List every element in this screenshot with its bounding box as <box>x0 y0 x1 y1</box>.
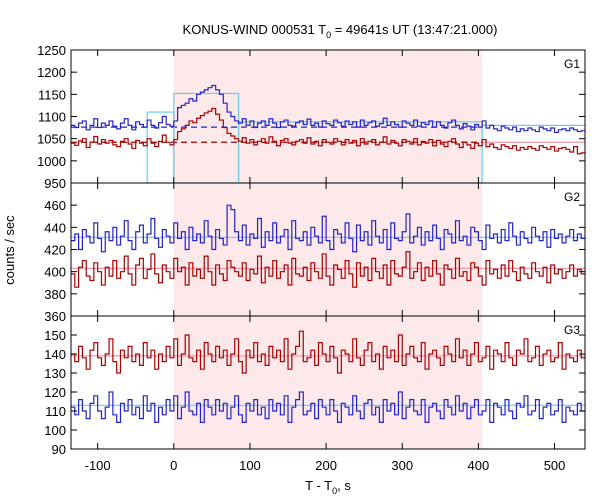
x-tick-label: 0 <box>170 458 177 473</box>
x-tick-label: 300 <box>391 458 413 473</box>
x-tick-label: -100 <box>85 458 111 473</box>
x-tick-label: 500 <box>544 458 566 473</box>
series-red-line <box>71 107 585 155</box>
series-blue-line <box>71 391 585 423</box>
series-blue-line <box>71 204 585 253</box>
y-tick-label: 360 <box>44 309 66 324</box>
y-tick-label: 380 <box>44 287 66 302</box>
panel-plot-area <box>71 204 585 288</box>
y-tick-label: 100 <box>44 423 66 438</box>
panel-plot-area <box>71 330 585 423</box>
y-tick-label: 400 <box>44 265 66 280</box>
y-tick-label: 1250 <box>37 43 66 58</box>
x-axis-label: T - T0, s <box>305 478 351 496</box>
chart-title: KONUS-WIND 000531 T0 = 49641s UT (13:47:… <box>183 22 498 40</box>
shaded-interval <box>173 50 483 449</box>
y-tick-label: 1000 <box>37 154 66 169</box>
x-tick-label: 400 <box>468 458 490 473</box>
mean-level-box <box>146 111 175 183</box>
chart-title-rest: = 49641s UT (13:47:21.000) <box>331 22 497 37</box>
series-red-line <box>71 330 585 374</box>
panel-label-g2: G2 <box>564 190 580 204</box>
y-tick-label: 90 <box>52 442 66 457</box>
x-axis-label-rest: , s <box>337 478 351 493</box>
y-tick-label: 140 <box>44 347 66 362</box>
series-blue-line <box>71 84 585 134</box>
panel-g2 <box>71 204 585 288</box>
y-tick-label: 1050 <box>37 132 66 147</box>
y-tick-label: 120 <box>44 385 66 400</box>
y-tick-label: 1150 <box>38 87 66 102</box>
x-tick-label: 100 <box>239 458 261 473</box>
y-tick-label: 150 <box>44 328 66 343</box>
panel-label-g1: G1 <box>564 57 580 71</box>
panel-label-g3: G3 <box>564 323 580 337</box>
x-axis-label-subscript: 0 <box>332 486 337 496</box>
y-tick-label: 130 <box>44 366 66 381</box>
panel-frame <box>70 315 586 450</box>
chart-title-subscript: 0 <box>326 30 331 40</box>
panel-plot-area <box>71 84 585 183</box>
y-tick-label: 1200 <box>37 65 66 80</box>
x-axis-label-main: T - T <box>305 478 332 493</box>
y-tick-label: 460 <box>44 198 66 213</box>
chart-title-main: KONUS-WIND 000531 T <box>183 22 327 37</box>
y-tick-label: 110 <box>45 404 66 419</box>
x-tick-label: 200 <box>315 458 337 473</box>
y-tick-label: 420 <box>44 243 66 258</box>
series-red-line <box>71 251 585 288</box>
y-tick-label: 1100 <box>38 110 66 125</box>
y-tick-label: 440 <box>44 220 66 235</box>
y-axis-label: counts / sec <box>2 215 17 285</box>
y-tick-label: 950 <box>44 176 66 191</box>
panel-g3 <box>71 330 585 423</box>
panel-g1 <box>71 84 585 183</box>
